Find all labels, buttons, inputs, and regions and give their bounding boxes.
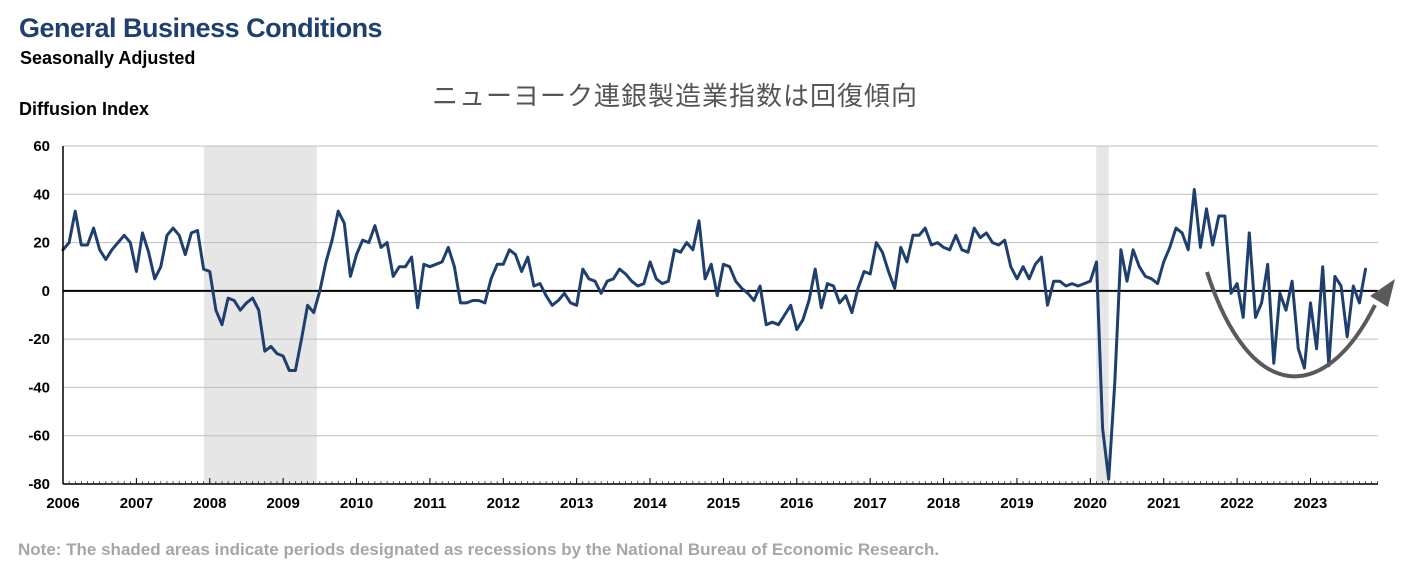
x-tick-label: 2017 xyxy=(854,495,887,512)
x-tick-label: 2016 xyxy=(780,495,813,512)
x-tick-label: 2013 xyxy=(560,495,593,512)
y-tick-label: -80 xyxy=(28,476,50,493)
chart-subtitle: Seasonally Adjusted xyxy=(20,48,195,68)
chart-title: General Business Conditions xyxy=(19,13,382,43)
y-tick-label: 40 xyxy=(33,186,50,203)
x-tick-label: 2006 xyxy=(46,495,79,512)
x-tick-label: 2011 xyxy=(414,495,447,512)
y-tick-label: 60 xyxy=(33,138,50,155)
x-tick-label: 2018 xyxy=(927,495,960,512)
x-tick-label: 2021 xyxy=(1147,495,1180,512)
y-tick-label: -20 xyxy=(28,331,50,348)
x-tick-label: 2022 xyxy=(1220,495,1253,512)
x-tick-label: 2019 xyxy=(1000,495,1033,512)
y-tick-label: -40 xyxy=(28,379,50,396)
annotation-text: ニューヨーク連銀製造業指数は回復傾向 xyxy=(432,82,918,112)
chart-note: Note: The shaded areas indicate periods … xyxy=(18,540,939,559)
x-tick-label: 2015 xyxy=(707,495,740,512)
y-tick-label: -60 xyxy=(28,428,50,445)
recovery-arrow-head xyxy=(1370,279,1395,307)
x-tick-label: 2014 xyxy=(633,495,667,512)
x-tick-labels: 2006 2007 2008 2009 2010 2011 2012 2013 2014 2015… xyxy=(46,495,1327,512)
recession-shading xyxy=(203,146,1109,484)
y-tick-label: 20 xyxy=(33,235,50,252)
x-tick-label: 2010 xyxy=(340,495,373,512)
x-tick-label: 2009 xyxy=(266,495,299,512)
y-axis-label: Diffusion Index xyxy=(19,99,149,119)
x-tick-label: 2007 xyxy=(120,495,153,512)
recession-band xyxy=(1096,146,1109,484)
y-tick-labels: 60 40 20 0 -20 -40 -60 -80 xyxy=(28,138,50,493)
series-lines xyxy=(61,188,1367,481)
axes xyxy=(62,146,1379,485)
y-tick-label: 0 xyxy=(42,283,50,300)
x-tick-label: 2020 xyxy=(1074,495,1107,512)
x-tick-label: 2012 xyxy=(487,495,520,512)
recovery-arrow xyxy=(1205,271,1395,379)
x-tick-label: 2008 xyxy=(193,495,226,512)
series-line xyxy=(61,188,1367,481)
recovery-arrow-curve xyxy=(1205,271,1377,379)
x-tick-label: 2023 xyxy=(1294,495,1327,512)
